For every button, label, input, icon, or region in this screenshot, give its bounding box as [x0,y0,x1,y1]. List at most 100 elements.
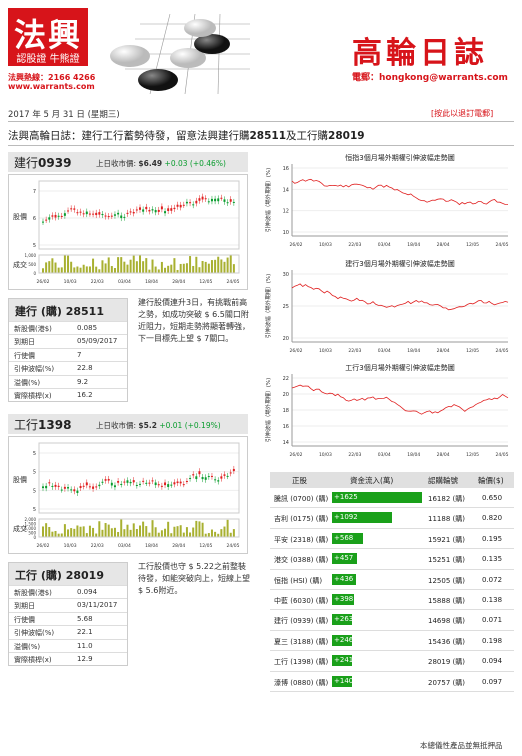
stock-cell: 港交 (0388) (購) [274,556,329,565]
flow-bar: +1625 [332,492,422,503]
candle [201,477,204,480]
volume-bar [70,261,73,273]
warrant-row-key: 實際槓桿(x) [14,391,52,400]
candle [226,202,229,204]
volume-bar [104,523,107,537]
candle [229,199,232,202]
volume-bar [51,531,54,537]
table-row: 平安 (2318) (購) +568 15921 (購) 0.195 [270,529,514,550]
volume-bar [182,263,185,273]
footer-note: 本總儀性產品並無抵押品 [420,741,503,750]
volume-bar [60,533,63,537]
candle [145,206,148,210]
candle [182,204,185,206]
iv-y-axis-label: 引伸波幅（場外期權）(%) [264,168,272,233]
stock-cell: 中藍 (6030) (購) [274,596,329,605]
volume-bar [48,261,51,273]
volume-bar [151,259,154,273]
volume-bar [60,267,63,273]
iv-chart-ccb: 建行3個月場外期權引伸波幅走勢圖 引伸波幅（場外期權）(%) 30 25 20 26/02… [262,258,514,358]
y-tick-label: 5 [33,507,36,513]
iv-x-tick-label: 28/04 [437,348,450,354]
candle [192,204,195,206]
website-link[interactable]: www.warrants.com [8,82,95,91]
candle [179,204,182,208]
candle [167,208,170,211]
warrant-row-value: 11.0 [77,641,93,650]
email-link[interactable]: 電郵：hongkong@warrants.com [352,73,508,83]
volume-bar [73,267,76,273]
candle [113,485,116,488]
iv-y-tick-label: 10 [283,230,289,236]
volume-bar [192,265,195,273]
volume-bar [189,532,192,537]
volume-bar [123,529,126,537]
stock-cell: 吉利 (0175) (購) [274,515,329,524]
volume-bar [132,255,135,273]
volume-bar [126,524,129,537]
iv-chart-icbc: 工行3個月場外期權引伸波幅走勢圖 引伸波幅（場外期權）(%) 22 20 18 16 14 2… [262,362,514,462]
warrant-row: 溢價(%) 9.2 [9,374,127,388]
stock-chart-icbc: 股價 成交 5 5 5 5 2,000 1,500 1,000 500 0 26/02 10/03 22/… [8,436,248,554]
x-tick-label: 26/02 [37,279,50,285]
volume-bar [160,261,163,273]
candle [42,221,44,223]
warrant-code-cell: 14698 (購) [428,617,465,626]
candle [164,211,167,214]
price-cell: 0.650 [482,494,503,502]
warrant-row-value: 7 [77,350,82,359]
iv-x-tick-label: 26/02 [290,242,303,248]
volume-bar [154,266,157,273]
candle [176,481,179,484]
table-row: 濠博 (0880) (購) +140 20757 (購) 0.097 [270,672,514,692]
headline-mid: 及工行購 [286,130,329,142]
y-axis-label: 股價 [13,475,27,484]
x-tick-label: 03/04 [118,279,131,285]
y-tick-label: 6 [33,216,36,222]
candle [120,483,123,485]
stock-name: 工行1398 [14,418,72,432]
candle [129,481,132,484]
stock-name: 建行0939 [14,156,72,170]
x-tick-label: 10/03 [64,279,77,285]
volume-bar [73,528,76,537]
candle [189,477,192,479]
unsubscribe-link[interactable]: [按此以退訂電郵] [431,109,494,118]
volume-bar [82,264,85,273]
candle [73,489,76,492]
iv-x-tick-label: 03/04 [378,348,391,354]
warrant-code-cell: 15921 (購) [428,535,465,544]
candle [54,214,57,218]
volume-bar [214,259,217,273]
iv-y-tick-label: 12 [283,209,289,215]
candle [210,198,213,202]
volume-bar [189,256,192,273]
candle [63,486,66,489]
iv-x-tick-label: 12/05 [466,348,479,354]
iv-x-tick-label: 10/03 [319,348,332,354]
warrant-row-value: 12.9 [77,654,93,663]
volume-bar [179,263,182,273]
candle [57,215,60,217]
volume-bar [157,269,160,273]
candle [48,217,51,220]
candle [170,208,173,211]
candle [217,198,220,202]
warrant-row-key: 引伸波幅(%) [14,629,55,638]
go-stones-image [110,14,250,94]
volume-bar [123,261,126,273]
iv-x-tick-label: 10/03 [319,242,332,248]
volume-bar [176,269,179,273]
candle [173,482,176,485]
candle [139,483,141,485]
warrant-box-28511: 建行 (購) 28511 新股價(港$) 0.085 到期日 05/09/2017 行使… [8,298,128,403]
table-row: 建行 (0939) (購) +263 14698 (購) 0.071 [270,610,514,631]
volume-bar [223,261,226,273]
warrant-code-cell: 20757 (購) [428,678,465,687]
table-row: 中藍 (6030) (購) +398 15888 (購) 0.138 [270,590,514,611]
candle [154,210,157,213]
candle [189,202,192,204]
volume-bar [113,268,116,273]
x-tick-label: 28/04 [172,279,185,285]
price-frame [38,442,240,514]
